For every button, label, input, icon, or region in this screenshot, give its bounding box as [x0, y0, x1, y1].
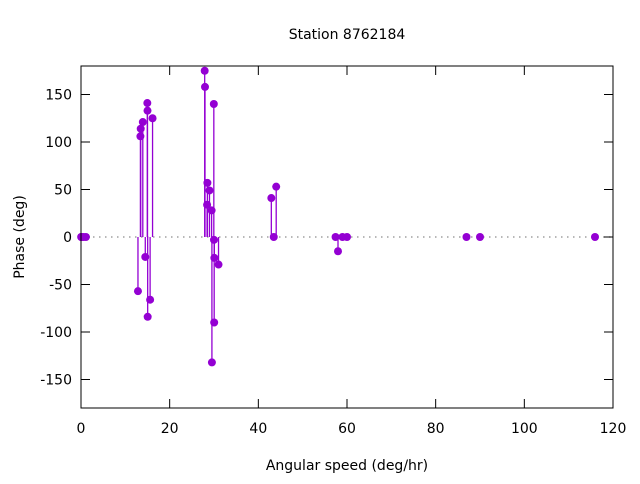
data-point — [133, 287, 142, 296]
x-tick-label: 0 — [77, 421, 86, 437]
data-point — [591, 233, 600, 241]
data-point — [476, 233, 484, 241]
data-point — [81, 233, 90, 241]
data-point — [331, 233, 340, 241]
x-tick-label: 20 — [161, 421, 179, 437]
data-point — [272, 182, 281, 191]
data-point — [136, 124, 145, 133]
data-point — [203, 200, 212, 209]
data-point — [207, 206, 216, 215]
y-tick-label: 150 — [45, 88, 72, 104]
x-tick-label: 60 — [338, 421, 356, 437]
data-point — [203, 178, 212, 187]
data-point — [143, 106, 152, 115]
data-point — [210, 318, 219, 327]
data-point — [210, 253, 219, 262]
y-tick-label: -100 — [40, 325, 72, 341]
data-point — [148, 114, 157, 123]
data-point — [209, 100, 218, 108]
data-point — [143, 99, 152, 108]
data-point — [207, 358, 216, 367]
data-point — [205, 186, 214, 195]
data-point — [200, 66, 209, 75]
data-point — [210, 235, 218, 244]
x-tick-label: 120 — [600, 421, 627, 437]
y-tick-label: 50 — [54, 183, 72, 199]
chart-title: Station 8762184 — [289, 27, 406, 43]
data-point — [138, 118, 147, 127]
data-point — [136, 132, 145, 141]
x-tick-label: 80 — [427, 421, 445, 437]
data-marks — [77, 66, 600, 367]
data-point — [141, 252, 150, 261]
data-point — [201, 82, 210, 91]
data-point — [462, 233, 471, 241]
y-tick-label: 100 — [45, 135, 72, 151]
y-axis-label: Phase (deg) — [12, 195, 28, 279]
x-tick-label: 100 — [511, 421, 538, 437]
ticks: 0 20 40 60 80 100 120 -150 -100 -50 0 50 100 150 — [40, 66, 626, 437]
data-point — [334, 247, 343, 256]
data-point — [143, 312, 152, 321]
y-tick-label: 0 — [63, 230, 72, 246]
y-tick-label: -150 — [40, 373, 72, 389]
data-point — [214, 260, 223, 269]
data-point — [343, 233, 351, 241]
data-point — [269, 233, 278, 241]
plot-frame — [80, 65, 614, 409]
x-axis-label: Angular speed (deg/hr) — [266, 458, 428, 474]
data-point — [146, 295, 155, 304]
data-point — [267, 194, 276, 203]
x-tick-label: 40 — [249, 421, 267, 437]
y-tick-label: -50 — [49, 278, 72, 294]
